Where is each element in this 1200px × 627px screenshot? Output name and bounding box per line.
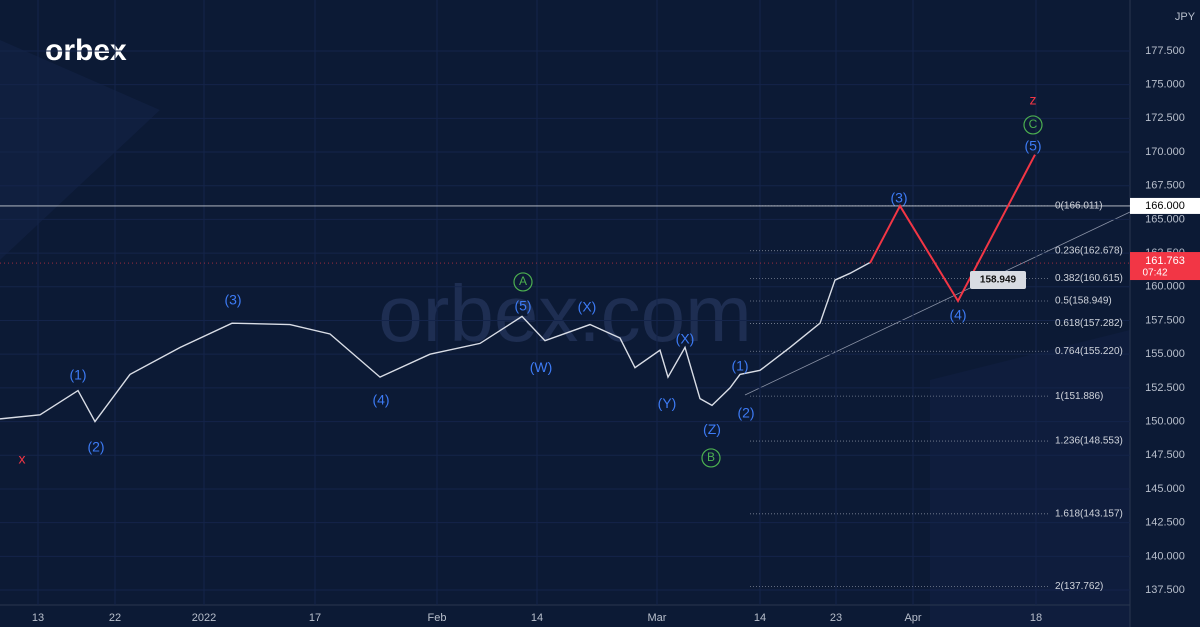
x-tick-label: Feb <box>428 612 447 624</box>
y-tick-label: 147.500 <box>1145 449 1185 461</box>
fib-label: 0.382(160.615) <box>1055 273 1123 284</box>
x-tick-label: 14 <box>531 612 543 624</box>
y-tick-label: 142.500 <box>1145 517 1185 529</box>
y-tick-label: 137.500 <box>1145 584 1185 596</box>
wave-label: (2) <box>737 405 754 421</box>
decor <box>930 330 1130 627</box>
wave-label: (5) <box>514 298 531 314</box>
fib-label: 1.236(148.553) <box>1055 436 1123 447</box>
price-label: 161.763 <box>1145 255 1185 267</box>
y-tick-label: 160.000 <box>1145 281 1185 293</box>
x-tick-label: 23 <box>830 612 842 624</box>
wave-label: (X) <box>578 299 597 315</box>
wave-circle <box>513 272 533 292</box>
wave-label: (4) <box>372 392 389 408</box>
fib-label: 1.618(143.157) <box>1055 508 1123 519</box>
wave-label: C <box>1029 117 1038 131</box>
x-tick-label: 13 <box>32 612 44 624</box>
fib-label: 0.5(158.949) <box>1055 296 1112 307</box>
wave-circle <box>1023 115 1043 135</box>
projection <box>869 154 1036 303</box>
level-box <box>1130 197 1200 214</box>
x-tick-label: 17 <box>309 612 321 624</box>
trend-line <box>744 211 1131 396</box>
x-tick-label: 14 <box>754 612 766 624</box>
y-tick-label: 150.000 <box>1145 415 1185 427</box>
y-tick-label: 152.500 <box>1145 382 1185 394</box>
wave-label: z <box>1030 92 1037 108</box>
fib-label: 0.618(157.282) <box>1055 318 1123 329</box>
y-tick-label: 170.000 <box>1145 146 1185 158</box>
wave-label: (W) <box>530 359 553 375</box>
y-tick-label: 145.000 <box>1145 483 1185 495</box>
wave-label: (5) <box>1024 138 1041 154</box>
wave-label: x <box>19 451 26 467</box>
watermark: orbex.com <box>378 269 751 358</box>
wave-label: (2) <box>87 439 104 455</box>
wave-circle <box>701 448 721 468</box>
fib-label: 1(151.886) <box>1055 391 1103 402</box>
wave-label: (X) <box>676 331 695 347</box>
symbol: JPY <box>1175 11 1196 23</box>
fib-label: 2(137.762) <box>1055 581 1103 592</box>
y-tick-label: 175.000 <box>1145 79 1185 91</box>
y-tick-label: 167.500 <box>1145 180 1185 192</box>
wave-label: B <box>707 450 715 464</box>
price-line <box>0 261 871 423</box>
wave-label: A <box>519 274 527 288</box>
target-box <box>970 270 1026 289</box>
target-label: 158.949 <box>980 275 1017 286</box>
logo: orbex <box>45 34 127 67</box>
wave-label: (1) <box>731 358 748 374</box>
wave-label: (Z) <box>703 421 721 437</box>
x-tick-label: 22 <box>109 612 121 624</box>
wave-label: (1) <box>69 367 86 383</box>
y-tick-label: 172.500 <box>1145 112 1185 124</box>
decor <box>0 40 160 260</box>
wave-label: (4) <box>949 307 966 323</box>
price-time: 07:42 <box>1142 268 1167 279</box>
y-tick-label: 140.000 <box>1145 550 1185 562</box>
wave-label: (3) <box>890 190 907 206</box>
fib-label: 0.764(155.220) <box>1055 346 1123 357</box>
wave-label: (3) <box>224 292 241 308</box>
price-box <box>1130 252 1200 281</box>
x-tick-label: Apr <box>904 612 921 624</box>
x-tick-label: 2022 <box>192 612 216 624</box>
y-tick-label: 155.000 <box>1145 348 1185 360</box>
x-tick-label: Mar <box>648 612 667 624</box>
y-tick-label: 165.000 <box>1145 213 1185 225</box>
y-tick-label: 177.500 <box>1145 45 1185 57</box>
y-tick-label: 157.500 <box>1145 314 1185 326</box>
fib-label: 0.236(162.678) <box>1055 245 1123 256</box>
level-label: 166.000 <box>1145 200 1185 212</box>
x-tick-label: 18 <box>1030 612 1042 624</box>
wave-label: (Y) <box>658 395 677 411</box>
